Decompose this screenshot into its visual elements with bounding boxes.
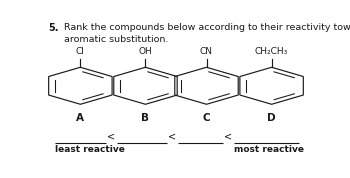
Text: CH₂CH₃: CH₂CH₃ [255, 47, 288, 56]
Text: D: D [267, 112, 276, 122]
Text: OH: OH [139, 47, 152, 56]
Text: CN: CN [200, 47, 213, 56]
Text: most reactive: most reactive [234, 145, 304, 154]
Text: <: < [107, 131, 115, 141]
Text: Cl: Cl [76, 47, 85, 56]
Text: Rank the compounds below according to their reactivity toward electrophilic
arom: Rank the compounds below according to th… [64, 23, 350, 44]
Text: B: B [141, 112, 149, 122]
Text: <: < [168, 131, 176, 141]
Text: <: < [224, 131, 232, 141]
Text: A: A [76, 112, 84, 122]
Text: C: C [203, 112, 210, 122]
Text: 5.: 5. [48, 23, 58, 33]
Text: least reactive: least reactive [55, 145, 125, 154]
